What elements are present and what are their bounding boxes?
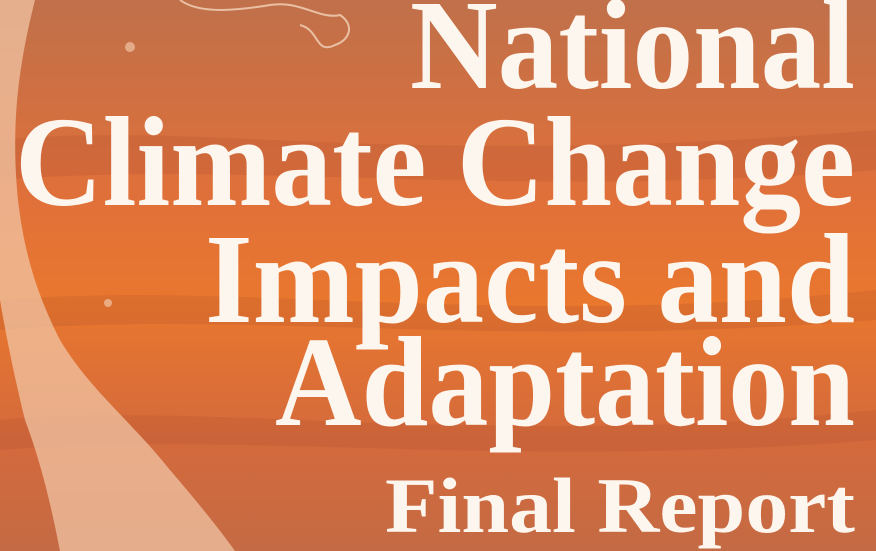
page: National Climate Change Impacts and Adap… (0, 0, 876, 551)
subtitle: Final Report (385, 462, 855, 549)
title-line: Adaptation (275, 311, 855, 453)
dot (125, 42, 135, 52)
cover: National Climate Change Impacts and Adap… (0, 0, 876, 551)
dot (104, 299, 112, 307)
